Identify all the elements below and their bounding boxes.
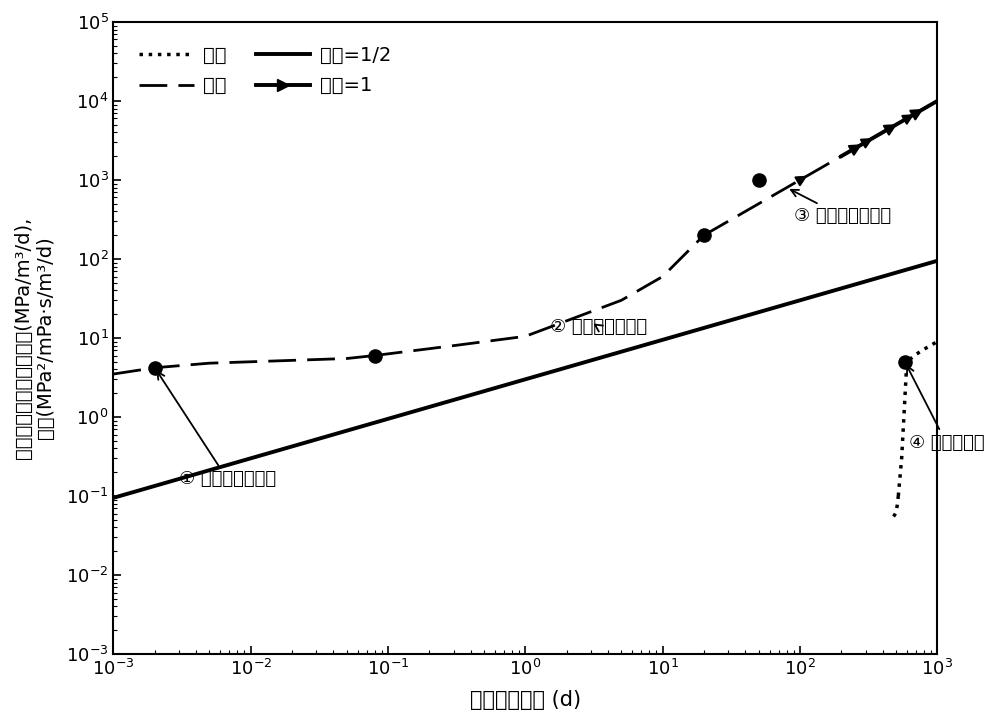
X-axis label: 物质平衡时间 (d): 物质平衡时间 (d): [470, 690, 581, 710]
Point: [367, 350, 383, 361]
Text: ② 水相第二线性流: ② 水相第二线性流: [550, 318, 647, 336]
Point: [696, 230, 712, 241]
Text: ③ 水相边界控制流: ③ 水相边界控制流: [791, 190, 891, 225]
Point: [751, 174, 767, 186]
Point: [147, 362, 163, 374]
Text: ④ 气相线性流: ④ 气相线性流: [907, 366, 984, 452]
Legend: 气相, 水相, 斜率=1/2, 斜率=1: 气相, 水相, 斜率=1/2, 斜率=1: [131, 38, 399, 104]
Point: [897, 356, 913, 368]
Text: ① 水相第一线性流: ① 水相第一线性流: [157, 372, 276, 489]
Y-axis label: 归一化拟压力导数；水相(MPa/m³/d),
气相(MPa²/mPa·s/m³/d): 归一化拟压力导数；水相(MPa/m³/d), 气相(MPa²/mPa·s/m³/…: [14, 217, 55, 459]
